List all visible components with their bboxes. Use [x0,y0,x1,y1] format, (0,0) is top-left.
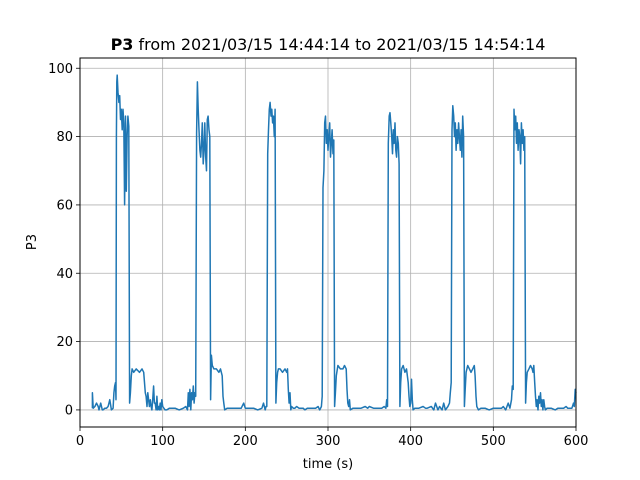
series-layer [91,74,577,411]
tick-marks [76,67,577,431]
y-tick-label: 40 [56,267,73,282]
grid-lines [79,58,577,427]
y-tick-label: 100 [48,62,73,77]
y-tick-label: 60 [56,198,73,213]
x-tick-label: 200 [233,434,258,449]
chart-title: P3 from 2021/03/15 14:44:14 to 2021/03/1… [111,35,546,54]
chart-title-rest: from 2021/03/15 14:44:14 to 2021/03/15 1… [133,35,545,54]
x-tick-label: 100 [150,434,175,449]
y-tick-label: 20 [56,335,73,350]
series-line-p3 [91,74,577,411]
x-tick-label: 400 [398,434,423,449]
y-tick-label: 80 [56,130,73,145]
x-tick-label: 500 [481,434,506,449]
x-tick-label: 600 [564,434,589,449]
x-axis-label: time (s) [303,457,353,472]
chart-title-bold: P3 [111,35,134,54]
y-tick-label: 0 [65,403,73,418]
x-tick-label: 0 [76,434,84,449]
x-tick-label: 300 [316,434,341,449]
y-axis-label: P3 [25,234,40,250]
